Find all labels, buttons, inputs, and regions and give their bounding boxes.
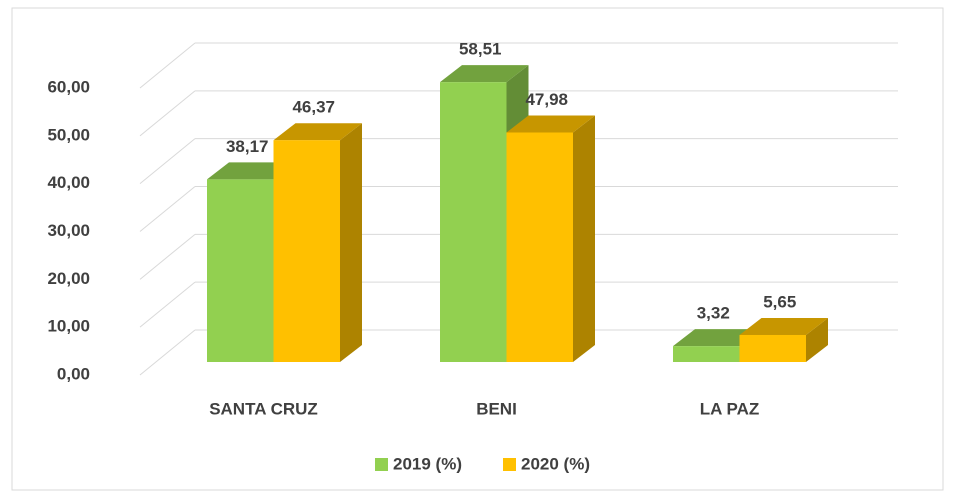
grid-depth-line [139,138,196,185]
legend-label: 2019 (%) [393,454,462,473]
legend-label: 2020 (%) [521,454,590,473]
grid-depth-line [139,90,196,137]
bar-top [506,115,595,133]
y-tick-label: 50,00 [47,125,90,144]
bar-top [673,329,762,347]
bar [273,140,340,362]
grid-depth-line [139,281,196,328]
bar-top [440,65,529,83]
bar-top [207,162,296,180]
bar-top [273,123,362,141]
y-tick-label: 40,00 [47,173,90,192]
grid-depth-line [139,233,196,280]
bar [440,82,507,362]
bar [506,132,573,362]
bar [207,179,274,362]
bar-top [739,317,828,335]
grid-depth-line [139,329,196,376]
grid-depth-line [139,186,196,232]
value-label: 5,65 [763,292,796,311]
y-tick-label: 20,00 [47,269,90,288]
legend-swatch [375,458,388,471]
x-tick-label: LA PAZ [700,399,760,418]
y-tick-label: 0,00 [57,364,90,383]
legend-swatch [503,458,516,471]
value-label: 46,37 [292,98,335,117]
y-tick-label: 30,00 [47,221,90,240]
bar-side [806,317,828,362]
bar-side [340,123,362,362]
x-tick-label: SANTA CRUZ [209,399,318,418]
value-label: 38,17 [226,137,269,156]
value-label: 3,32 [697,304,730,323]
bar [673,346,740,362]
y-tick-label: 60,00 [47,77,90,96]
bar [739,334,806,362]
bar-side [573,115,595,362]
value-label: 58,51 [459,40,502,59]
value-label: 47,98 [525,90,568,109]
y-tick-label: 10,00 [47,317,90,336]
grid-depth-line [139,42,196,89]
x-tick-label: BENI [476,399,517,418]
